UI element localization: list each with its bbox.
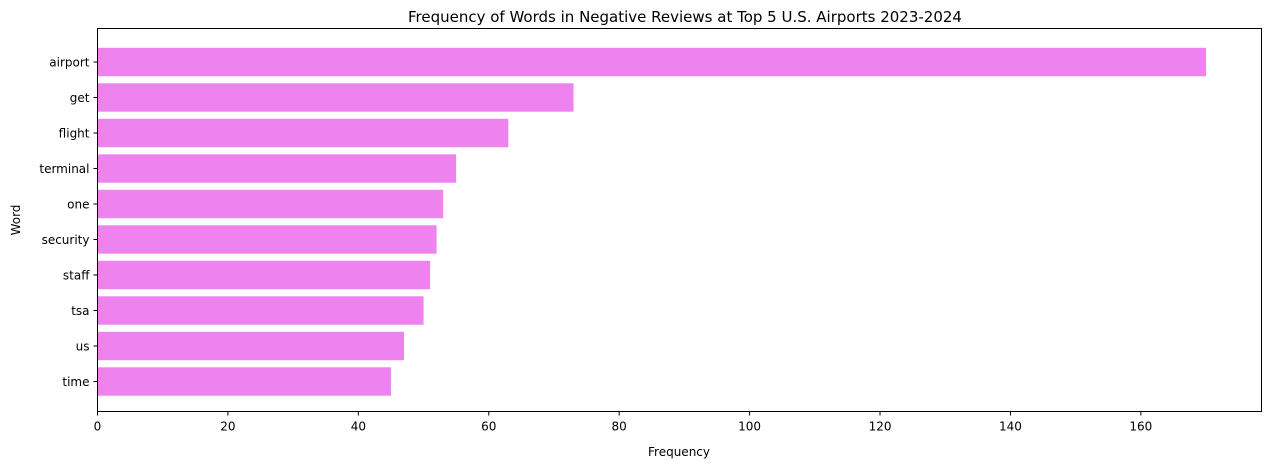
x-tick-label: 0 [94, 420, 102, 434]
y-tick-label: us [76, 340, 90, 354]
bar-staff [97, 260, 431, 290]
x-tick-label: 20 [220, 420, 235, 434]
x-tick-label: 160 [1129, 420, 1152, 434]
bar-get [97, 83, 574, 112]
y-tick-label: staff [63, 269, 90, 283]
y-tick-label: terminal [39, 162, 89, 176]
y-tick-label: get [70, 91, 90, 105]
y-tick-label: security [42, 233, 90, 247]
bar-one [97, 189, 444, 219]
bar-airport [97, 47, 1207, 77]
y-tick-label: flight [59, 127, 90, 141]
y-tick-label: tsa [71, 304, 89, 318]
bar-tsa [97, 296, 424, 325]
y-tick-label: time [62, 375, 89, 389]
x-tick-label: 60 [481, 420, 496, 434]
bars-layer [97, 47, 1207, 396]
x-tick-label: 80 [612, 420, 627, 434]
bar-terminal [97, 154, 457, 183]
chart-title: Frequency of Words in Negative Reviews a… [408, 8, 962, 26]
x-tick-label: 100 [738, 420, 761, 434]
y-axis-label: Word [9, 205, 23, 236]
y-tick-label: airport [49, 56, 90, 70]
y-tick-label: one [67, 198, 89, 212]
x-axis: 0 20 40 60 80 100 120 140 160 [94, 411, 1152, 434]
bar-us [97, 331, 404, 361]
bar-security [97, 225, 437, 254]
plot-area-frame [97, 28, 1262, 412]
x-tick-label: 120 [869, 420, 892, 434]
x-axis-label: Frequency [648, 445, 710, 459]
y-axis: airport get flight terminal one security staff… [39, 56, 98, 389]
x-tick-label: 140 [999, 420, 1022, 434]
bar-flight [97, 118, 509, 148]
bar-time [97, 367, 391, 396]
x-tick-label: 40 [351, 420, 366, 434]
